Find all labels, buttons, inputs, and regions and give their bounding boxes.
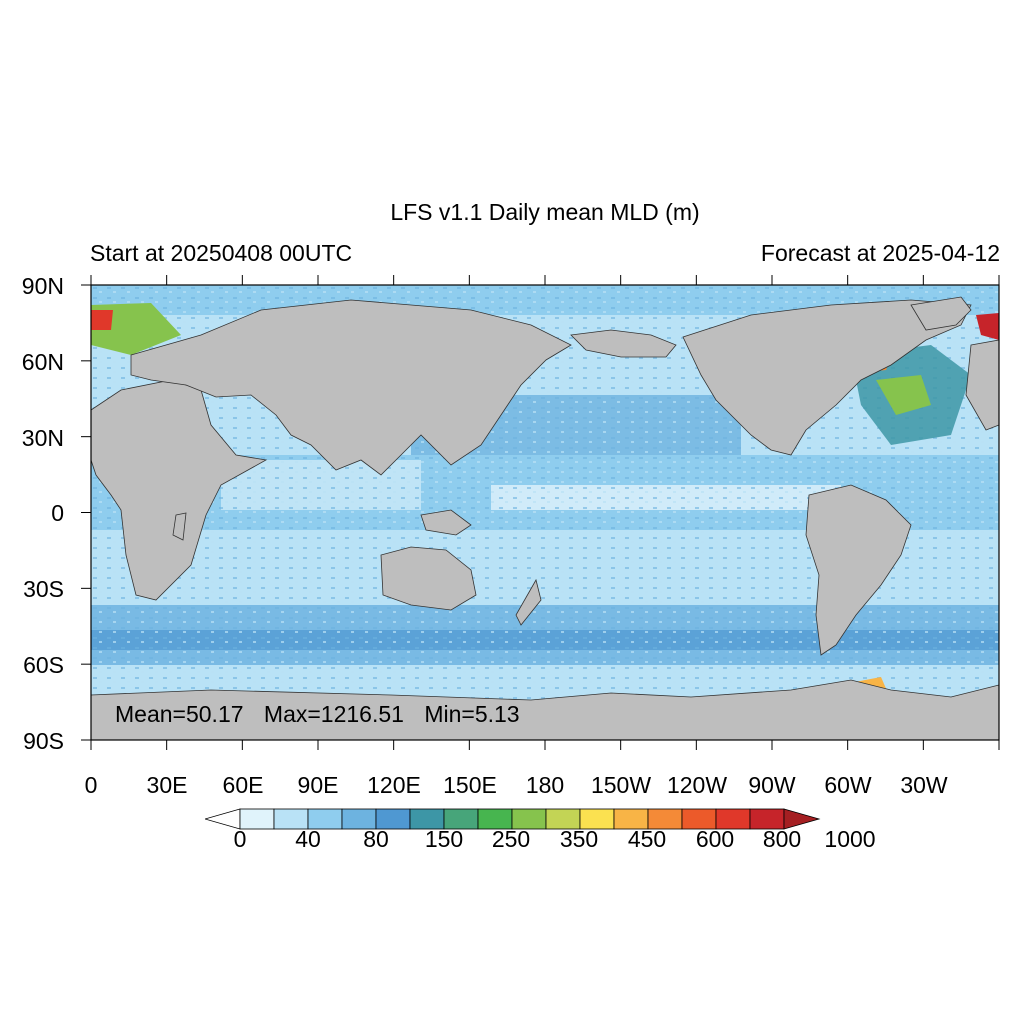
lon-label: 60E — [222, 772, 264, 798]
north-america — [682, 299, 972, 456]
new-zealand — [515, 578, 542, 626]
map-title: LFS v1.1 Daily mean MLD (m) — [390, 199, 700, 225]
mean-value: Mean=50.17 — [115, 701, 244, 727]
lon-label: 90E — [297, 772, 339, 798]
lon-label: 30E — [146, 772, 188, 798]
lat-label: 60S — [23, 652, 64, 678]
colorbar-label: 1000 — [824, 826, 876, 852]
forecast-time-label: Forecast at 2025-04-12 — [760, 240, 1000, 266]
colorbar-label: 40 — [295, 826, 321, 852]
lon-label: 180 — [525, 772, 565, 798]
south-america — [805, 484, 912, 656]
max-value: Max=1216.51 — [263, 701, 404, 727]
lon-label: 150E — [443, 772, 497, 798]
australia — [380, 546, 477, 611]
lon-label: 30W — [900, 772, 948, 798]
east-siberia — [570, 329, 677, 358]
madagascar — [172, 512, 187, 541]
axis-ticks — [81, 275, 1000, 750]
lon-label: 120E — [367, 772, 421, 798]
maritime-islands — [420, 509, 472, 536]
colorbar-label: 0 — [233, 826, 247, 852]
min-value: Min=5.13 — [424, 701, 520, 727]
colorbar-label: 150 — [424, 826, 464, 852]
lon-label: 90W — [748, 772, 796, 798]
lat-label: 90S — [23, 728, 64, 754]
lat-label: 90N — [21, 273, 64, 299]
start-time-label: Start at 20250408 00UTC — [90, 240, 353, 266]
mld-map — [81, 275, 1000, 750]
lon-label: 60W — [824, 772, 872, 798]
colorbar-over-arrow — [783, 808, 821, 830]
colorbar-label: 80 — [363, 826, 389, 852]
europe-east-edge — [965, 339, 1000, 431]
lon-label: 120W — [666, 772, 728, 798]
colorbar-label: 600 — [695, 826, 735, 852]
lon-label: 0 — [84, 772, 98, 798]
lat-label: 30S — [23, 576, 64, 602]
lat-label: 30N — [21, 425, 64, 451]
lon-label: 150W — [590, 772, 652, 798]
greenland — [910, 296, 972, 331]
lat-label: 60N — [21, 349, 64, 375]
colorbar-label: 250 — [491, 826, 531, 852]
africa — [90, 379, 268, 601]
stats-label: Mean=50.17 Max=1216.51 Min=5.13 — [115, 703, 534, 726]
eurasia — [130, 299, 572, 476]
land-masses — [90, 296, 1000, 741]
lat-label: 0 — [51, 500, 64, 526]
colorbar-label: 350 — [559, 826, 599, 852]
colorbar — [205, 808, 821, 830]
colorbar-label: 800 — [762, 826, 802, 852]
colorbar-label: 450 — [627, 826, 667, 852]
